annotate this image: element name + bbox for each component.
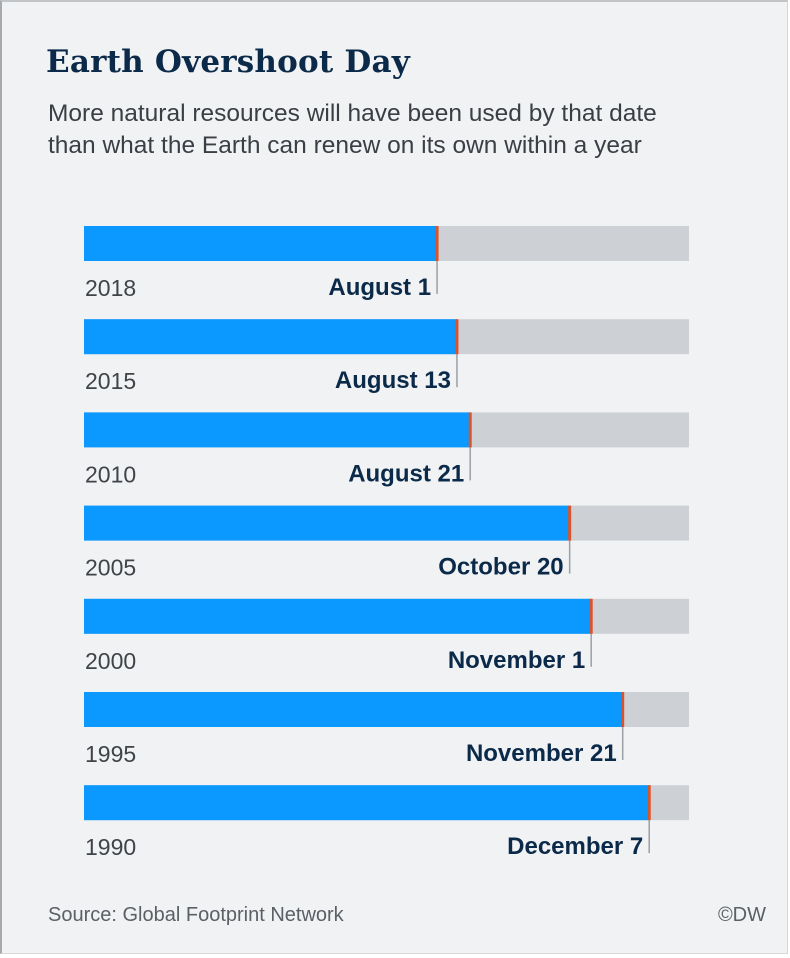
bar-fill — [84, 319, 457, 355]
year-label: 2000 — [85, 648, 136, 674]
year-label: 2010 — [85, 461, 136, 487]
bar-row-1995: 1995 November 21 — [84, 692, 689, 767]
date-label: November 21 — [466, 740, 617, 767]
bar-fill — [84, 412, 471, 448]
date-label: December 7 — [507, 833, 643, 860]
chart-subtitle: More natural resources will have been us… — [48, 100, 657, 159]
bar-row-2018: 2018 August 1 — [84, 226, 689, 301]
year-label: 1990 — [85, 834, 136, 860]
year-label: 2005 — [85, 555, 136, 581]
bar-end-marker — [468, 412, 472, 448]
dw-credit: ©DW — [717, 904, 766, 926]
date-label: August 21 — [348, 460, 464, 487]
bar-end-marker — [647, 785, 651, 821]
bar-row-2015: 2015 August 13 — [84, 319, 689, 394]
year-label: 2018 — [85, 275, 136, 301]
bar-end-marker — [435, 226, 439, 261]
chart-title: Earth Overshoot Day — [46, 44, 411, 80]
bar-fill — [84, 226, 438, 261]
bar-end-marker — [568, 505, 572, 541]
bar-fill — [84, 692, 623, 727]
bar-row-2010: 2010 August 21 — [84, 412, 689, 487]
source-note: Source: Global Footprint Network — [48, 904, 344, 926]
date-label: August 13 — [335, 367, 451, 394]
bar-row-1990: 1990 December 7 — [84, 785, 689, 860]
bar-end-marker — [589, 598, 593, 634]
bar-row-2005: 2005 October 20 — [84, 505, 689, 581]
year-label: 1995 — [85, 741, 136, 767]
bar-fill — [84, 598, 592, 634]
bar-fill — [84, 505, 570, 541]
date-label: November 1 — [448, 647, 585, 674]
bar-end-marker — [621, 692, 625, 727]
bar-row-2000: 2000 November 1 — [84, 598, 689, 674]
bar-fill — [84, 785, 650, 821]
date-label: October 20 — [438, 554, 563, 581]
date-label: August 1 — [328, 274, 431, 301]
year-label: 2015 — [85, 368, 136, 394]
bar-end-marker — [455, 319, 459, 355]
